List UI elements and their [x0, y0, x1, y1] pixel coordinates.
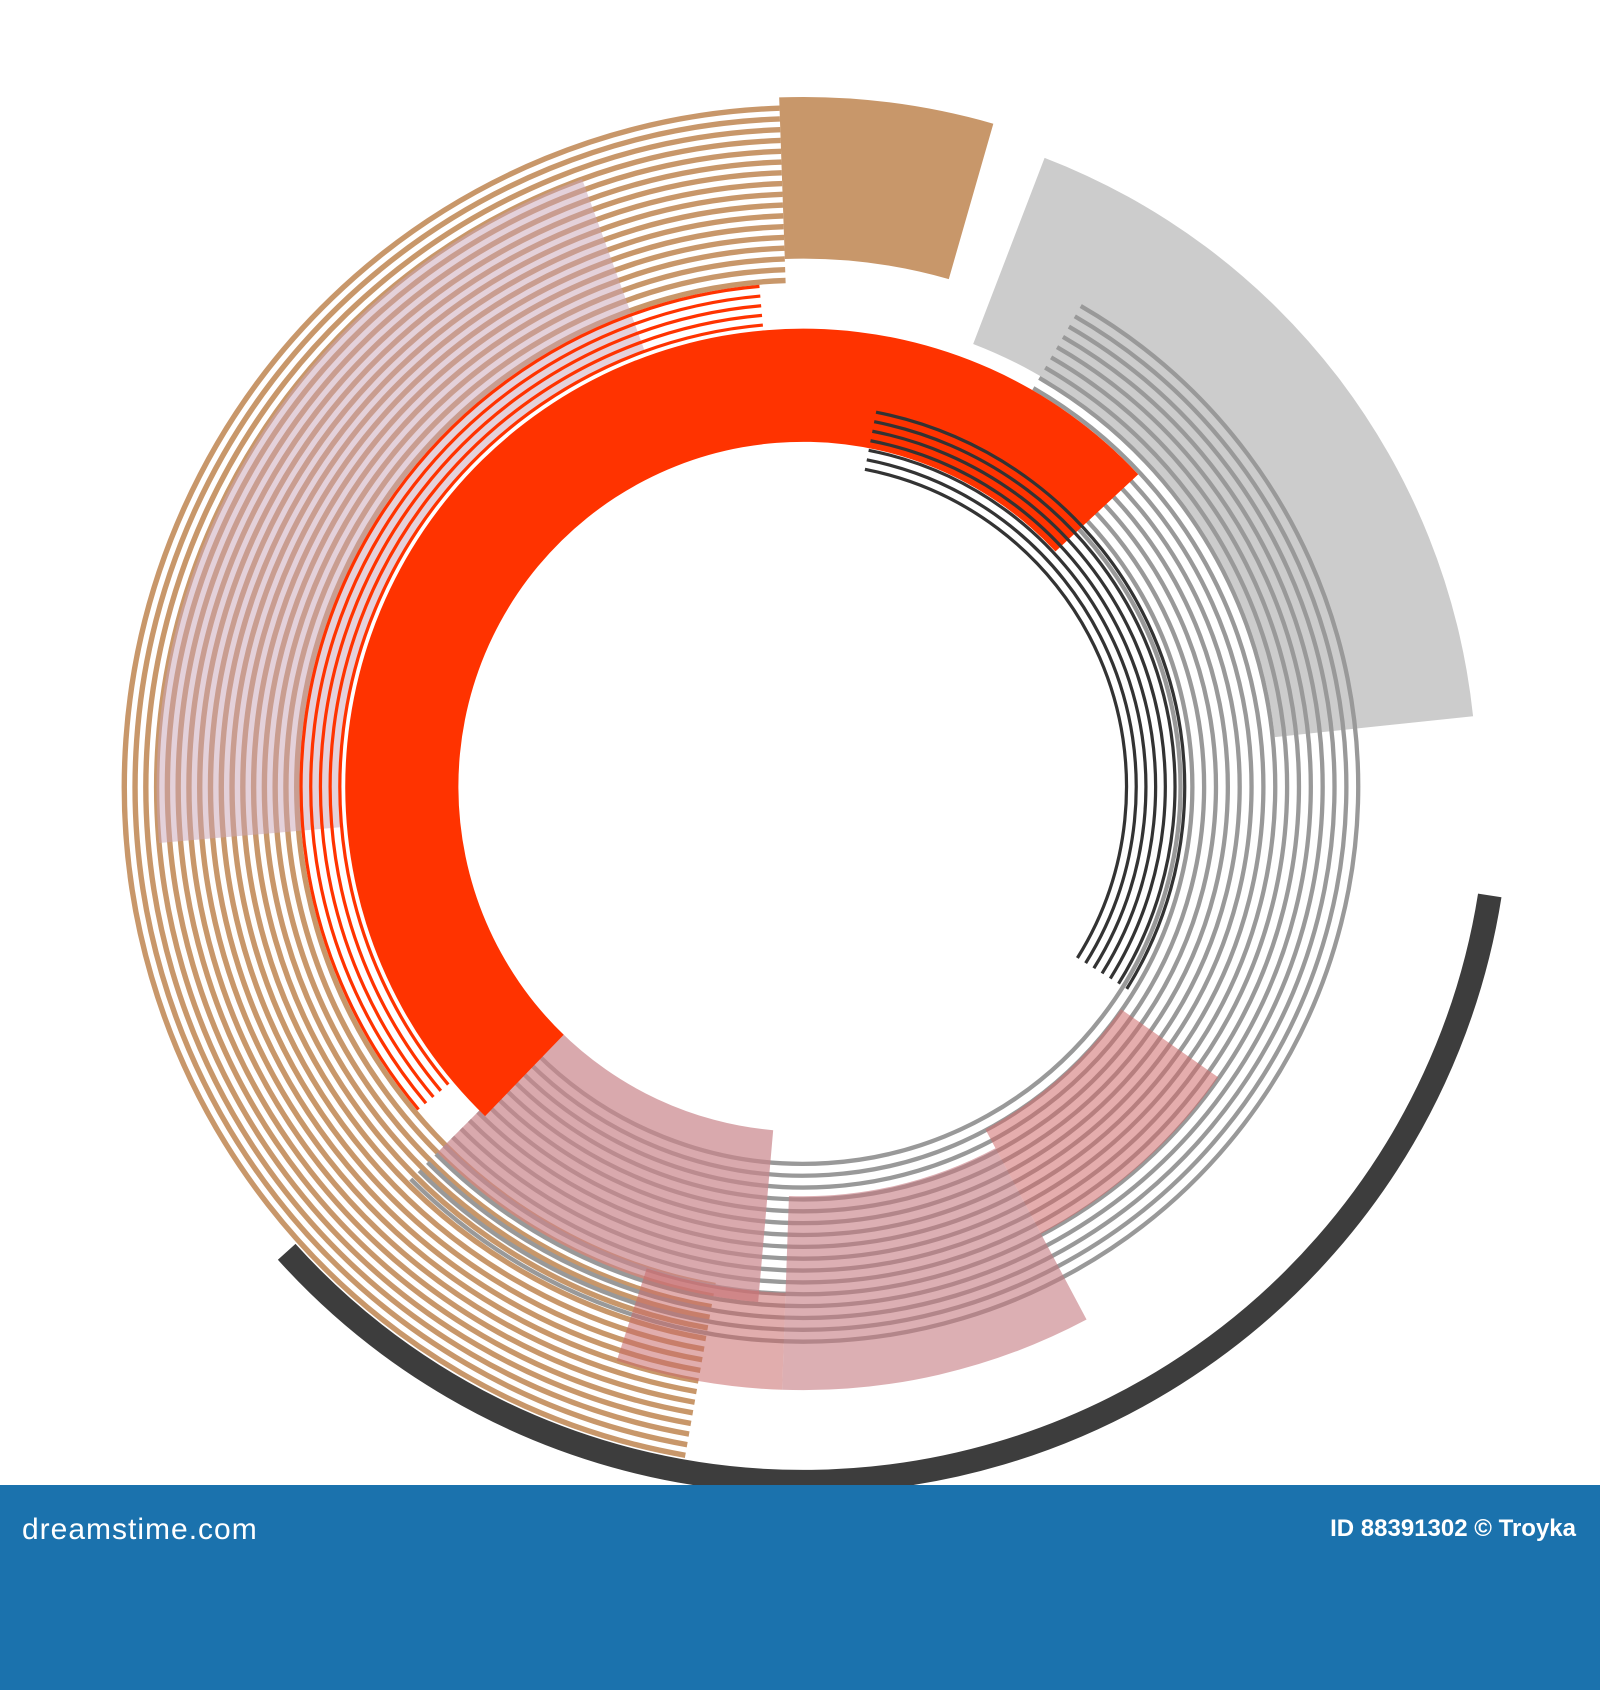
dark-stripe — [864, 467, 1129, 959]
site-logo[interactable]: dreamstime.com — [22, 1513, 258, 1546]
pink-overlay — [437, 1030, 774, 1302]
pink-overlay — [616, 1268, 786, 1390]
red-stripe — [299, 284, 760, 1111]
dark-stripe — [875, 410, 1187, 990]
image-credit: ID 88391302 © Troyka — [1330, 1515, 1576, 1542]
dark-stripe — [872, 429, 1167, 980]
red-stripe — [318, 304, 762, 1099]
tan-stripe — [121, 105, 780, 1458]
pink-overlay — [985, 1009, 1219, 1234]
tan-block — [779, 96, 994, 280]
dark-stripe — [868, 448, 1148, 970]
tan-stripe — [143, 127, 781, 1437]
red-stripe — [338, 323, 763, 1086]
dark-stripe — [866, 458, 1138, 964]
footer-bar: dreamstime.com ID 88391302 © Troyka — [0, 1485, 1600, 1690]
lilac-overlay — [156, 179, 645, 844]
tan-stripe — [132, 116, 781, 1448]
abstract-circle-art — [121, 96, 1502, 1485]
pink-overlay — [782, 1148, 1087, 1391]
dark-stripe — [873, 420, 1177, 985]
red-stripe — [328, 313, 763, 1092]
red-stripe — [309, 294, 761, 1105]
dark-arc — [277, 893, 1502, 1485]
dark-stripe — [870, 439, 1158, 975]
grey-block — [973, 157, 1474, 738]
red-ring — [345, 328, 1139, 1117]
